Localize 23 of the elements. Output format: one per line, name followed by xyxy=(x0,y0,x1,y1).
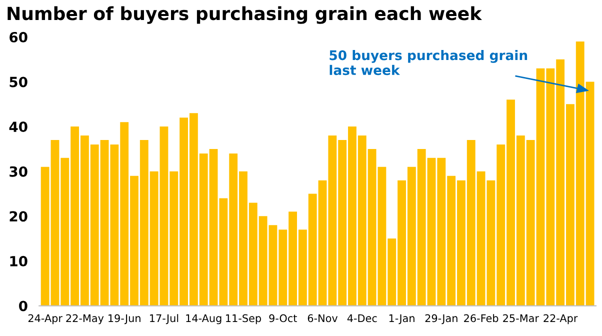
x-tick-label: 25-Mar xyxy=(503,314,540,322)
y-tick-label: 50 xyxy=(10,76,28,88)
annotation: 50 buyers purchased grain last week xyxy=(330,50,528,76)
y-tick-label: 30 xyxy=(10,166,28,177)
y-tick-label: 10 xyxy=(10,256,28,266)
x-tick-label: 26-Feb xyxy=(464,314,498,322)
y-tick-label: 60 xyxy=(10,32,28,42)
chart-title: Number of buyers purchasing grain each week xyxy=(8,6,482,24)
x-tick-label: 22-Apr xyxy=(544,314,578,324)
x-tick-label: 4-Dec xyxy=(347,314,377,322)
y-tick-label: 20 xyxy=(10,211,28,222)
x-tick-label: 24-Apr xyxy=(28,314,62,324)
y-tick-label: 0 xyxy=(19,300,28,312)
x-tick-label: 22-May xyxy=(66,314,104,324)
x-tick-label: 29-Jan xyxy=(425,314,458,324)
x-tick-label: 1-Jan xyxy=(389,314,414,324)
x-tick-label: 6-Nov xyxy=(308,314,338,322)
x-tick-label: 19-Jun xyxy=(108,314,140,324)
x-tick-label: 11-Sep xyxy=(226,314,261,324)
x-tick-label: 14-Aug xyxy=(186,314,222,324)
x-tick-label: 17-Jul xyxy=(150,314,178,324)
y-tick-label: 40 xyxy=(9,122,28,132)
x-tick-label: 9-Oct xyxy=(269,314,297,322)
